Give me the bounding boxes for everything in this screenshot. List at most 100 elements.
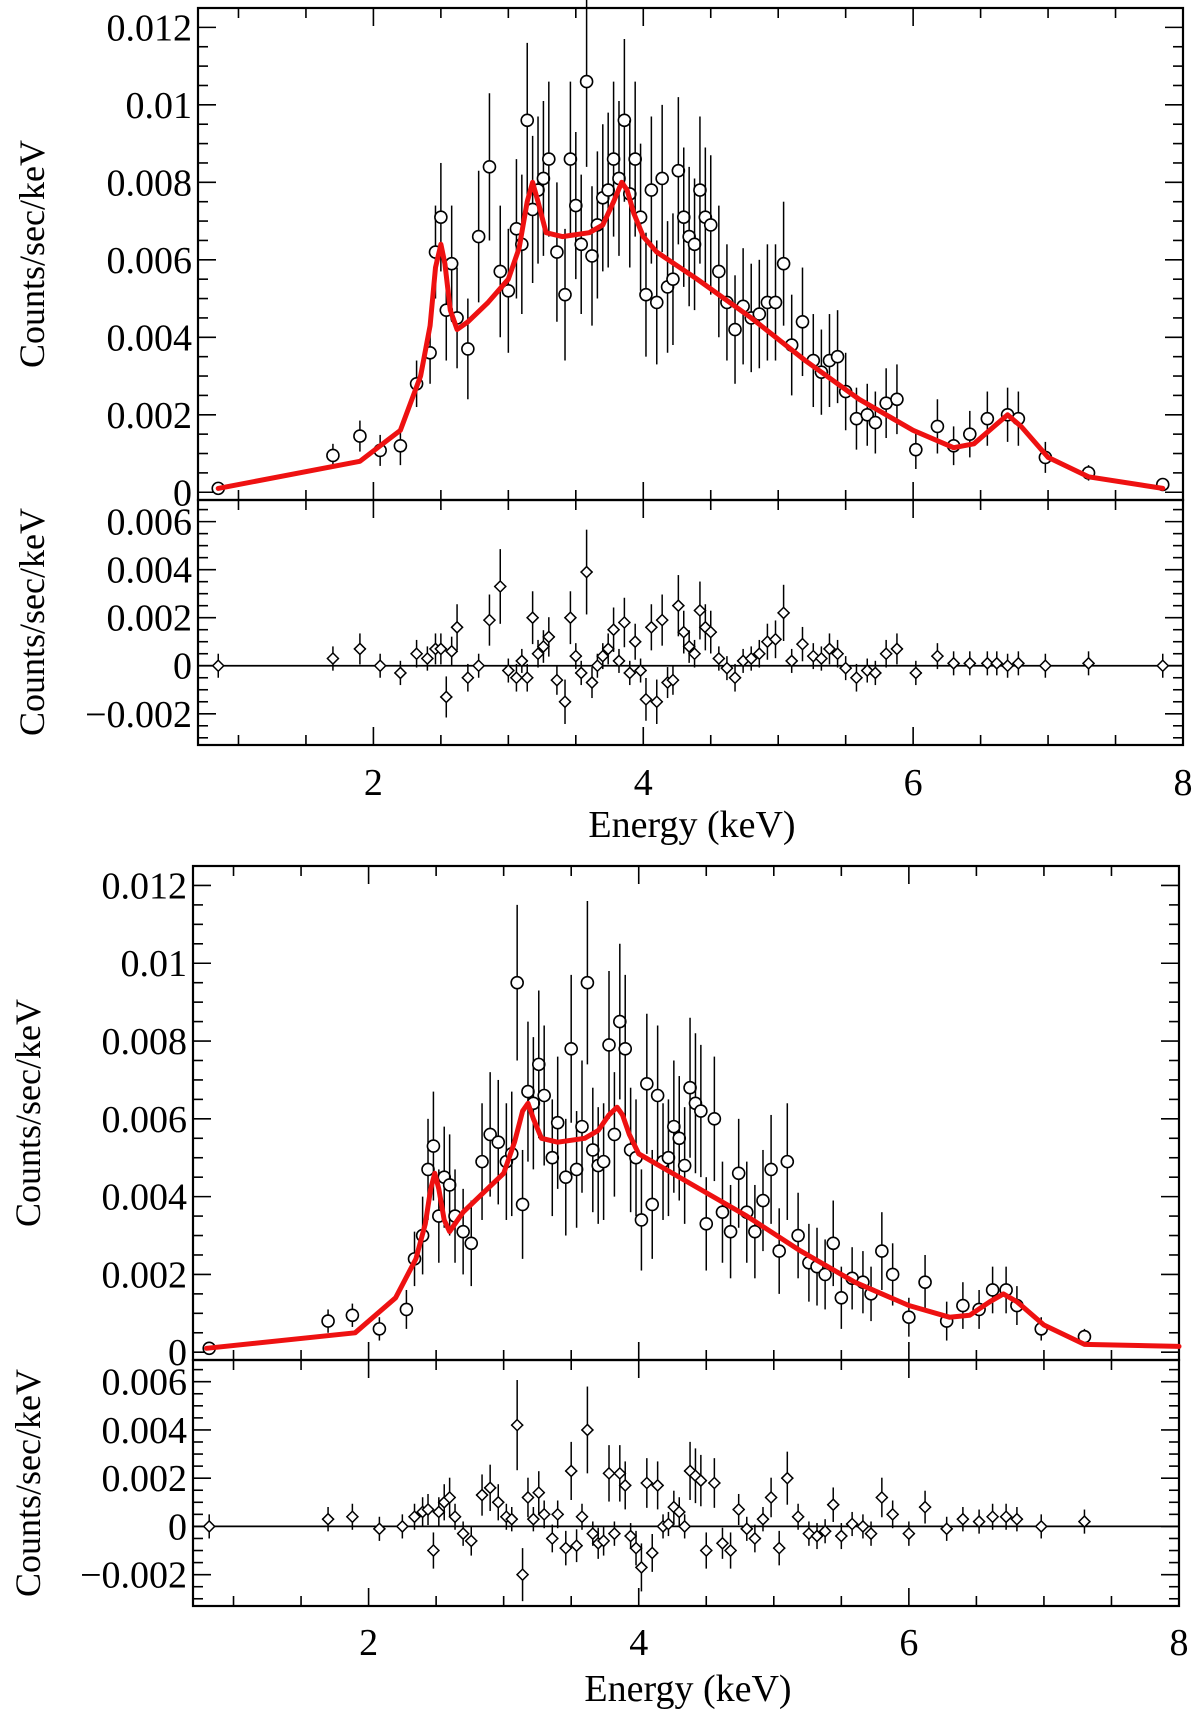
top-residuals-data-point xyxy=(634,658,648,683)
top-spectrum-data-point xyxy=(326,443,340,468)
top-residuals-data-point xyxy=(601,633,615,665)
bottom-residuals-data-point xyxy=(607,1521,621,1546)
top-spectrum-model-curve xyxy=(215,179,1166,491)
bottom-residuals-marker-diamond xyxy=(456,1527,470,1541)
top-residuals-marker-diamond xyxy=(744,651,758,666)
bottom-residuals-marker-diamond xyxy=(940,1522,954,1536)
top-residuals-marker-diamond xyxy=(650,695,664,709)
bottom-residuals-data-point xyxy=(559,1530,573,1566)
bottom-spectrum-marker-circle xyxy=(885,1267,900,1282)
bottom-residuals-data-point xyxy=(448,1503,462,1530)
bottom-residuals-marker-diamond xyxy=(845,1517,859,1531)
top-spectrum-marker-circle xyxy=(980,411,995,426)
top-residuals-marker-diamond xyxy=(601,642,615,656)
top-residuals-data-point xyxy=(515,648,529,673)
top-residuals-marker-diamond xyxy=(326,651,340,666)
bottom-residuals-marker-diamond xyxy=(780,1471,794,1485)
bottom-spectrum-data-point xyxy=(399,1289,414,1329)
bottom-residuals-data-point xyxy=(483,1464,497,1511)
bottom-residuals-y-tick-label: 0 xyxy=(168,1506,187,1548)
top-residuals-marker-diamond xyxy=(493,579,507,594)
bottom-residuals-marker-diamond xyxy=(491,1495,505,1509)
top-residuals-y-tick-label: 0.004 xyxy=(107,550,193,592)
top-spectrum-marker-circle xyxy=(501,284,516,298)
top-residuals-marker-diamond xyxy=(677,625,691,639)
top-residuals-data-point xyxy=(728,663,742,692)
bottom-residuals-data-point xyxy=(748,1524,762,1553)
top-spectrum-data-point xyxy=(703,155,718,295)
top-residuals-data-point xyxy=(509,663,523,692)
top-residuals-marker-diamond xyxy=(720,661,734,675)
bottom-spectrum-data-point xyxy=(613,943,627,1100)
top-spectrum-data-point xyxy=(698,147,713,287)
bottom-spectrum-data-point xyxy=(918,1254,932,1310)
bottom-spectrum-data-point xyxy=(321,1309,335,1333)
bottom-residuals-data-point xyxy=(864,1521,878,1546)
top-residuals-data-point xyxy=(373,653,387,678)
top-spectrum-y-axis-title: Counts/sec/keV xyxy=(12,140,52,368)
top-residuals-data-point xyxy=(1001,653,1015,678)
bottom-spectrum-marker-circle xyxy=(677,1158,692,1173)
bottom-residuals-marker-diamond xyxy=(772,1541,786,1555)
top-spectrum-marker-circle xyxy=(703,218,718,232)
bottom-residuals-marker-diamond xyxy=(651,1478,665,1492)
top-residuals-data-point xyxy=(639,677,653,721)
bottom-residuals-marker-diamond xyxy=(510,1418,524,1432)
top-spectrum-data-point xyxy=(550,182,564,322)
top-spectrum-data-point xyxy=(860,383,875,446)
top-residuals-marker-diamond xyxy=(1156,659,1170,673)
top-residuals-data-point xyxy=(687,639,702,668)
top-residuals-marker-diamond xyxy=(542,630,556,644)
top-residuals-data-point xyxy=(585,667,599,699)
bottom-residuals-marker-diamond xyxy=(864,1527,878,1541)
top-residuals-data-point xyxy=(720,656,734,681)
top-spectrum-data-point xyxy=(655,104,669,253)
top-residuals-marker-diamond xyxy=(777,606,791,620)
bottom-residuals-marker-diamond xyxy=(826,1498,840,1512)
bottom-spectrum-data-point xyxy=(756,1149,770,1252)
top-spectrum-data-point xyxy=(930,399,945,454)
top-residuals-marker-diamond xyxy=(393,666,407,680)
bottom-residuals-marker-diamond xyxy=(661,1517,676,1531)
bottom-spectrum-data-point xyxy=(475,1103,489,1220)
top-spectrum-data-point xyxy=(676,147,691,287)
top-residuals-marker-diamond xyxy=(501,663,515,678)
bottom-residuals-marker-diamond xyxy=(1010,1512,1024,1526)
top-residuals-data-point xyxy=(472,653,486,678)
bottom-spectrum-data-point xyxy=(661,1099,676,1217)
bottom-residuals-marker-diamond xyxy=(1034,1519,1048,1533)
top-residuals-marker-diamond xyxy=(704,625,718,639)
bottom-spectrum-y-tick-label: 0.006 xyxy=(102,1099,188,1141)
top-residuals-data-point xyxy=(353,633,367,665)
bottom-residuals-marker-diamond xyxy=(345,1510,359,1524)
top-residuals-data-point xyxy=(650,679,664,724)
bottom-spectrum-marker-circle xyxy=(707,1112,722,1126)
top-residuals-frame xyxy=(196,498,1185,747)
bottom-spectrum-data-point xyxy=(345,1303,360,1327)
bottom-residuals-data-point xyxy=(586,1521,600,1546)
bottom-spectrum-marker-circle xyxy=(834,1290,849,1305)
bottom-spectrum-data-point xyxy=(677,1107,692,1224)
bottom-residuals-marker-diamond xyxy=(613,1466,627,1480)
bottom-residuals-marker-diamond xyxy=(634,1560,648,1574)
top-residuals-marker-diamond xyxy=(687,647,702,661)
bottom-spectrum-marker-circle xyxy=(756,1193,770,1208)
top-spectrum-marker-circle xyxy=(655,171,669,186)
top-residuals-marker-diamond xyxy=(639,692,653,706)
top-residuals-marker-diamond xyxy=(909,666,923,680)
bottom-residuals-data-point xyxy=(532,1471,546,1515)
bottom-residuals-data-point xyxy=(564,1441,578,1501)
bottom-residuals-marker-diamond xyxy=(564,1464,578,1478)
bottom-spectrum-marker-circle xyxy=(918,1275,932,1290)
bottom-residuals-marker-diamond xyxy=(724,1543,738,1558)
bottom-spectrum-data-point xyxy=(634,1169,649,1271)
top-residuals-marker-diamond xyxy=(515,654,529,668)
top-residuals-data-point xyxy=(890,633,904,665)
bottom-x-axis-title: Energy (keV) xyxy=(584,1668,791,1710)
bottom-residuals-marker-diamond xyxy=(1077,1515,1092,1529)
bottom-residuals-marker-diamond xyxy=(602,1466,616,1480)
top-spectrum-data-point xyxy=(980,391,995,446)
bottom-spectrum-data-point xyxy=(818,1239,832,1310)
bottom-residuals-data-point xyxy=(999,1503,1013,1530)
